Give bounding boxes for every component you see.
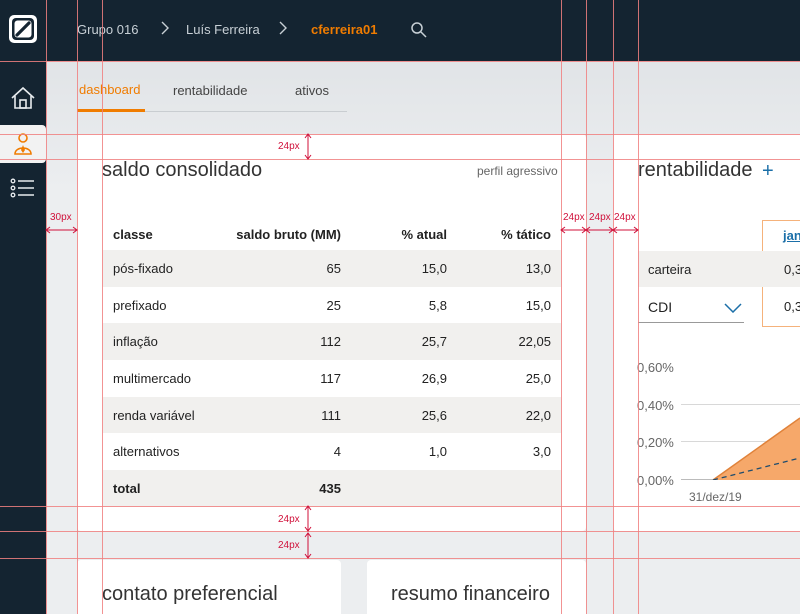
table-cell: 3,0 (532, 444, 551, 460)
table-header-row: classe saldo bruto (MM) % atual % tático (103, 218, 561, 250)
table-cell: 13,0 (457, 250, 561, 287)
logo-icon[interactable] (9, 15, 37, 43)
breadcrumb-client[interactable]: Luís Ferreira (186, 22, 260, 37)
y-tick: 0,20% (637, 435, 674, 450)
table-cell: 25,6 (351, 396, 457, 434)
rentabilidade-row: carteira 0,3 (638, 251, 800, 287)
chevron-down-icon (724, 303, 742, 313)
y-tick: 0,60% (637, 360, 674, 375)
user-icon (14, 133, 32, 155)
table-cell: 25 (326, 297, 341, 313)
table-cell: 1,0 (428, 444, 447, 460)
table-cell: 25,7 (351, 323, 457, 361)
table-row: multimercado 117 26,9 25,0 (103, 360, 561, 397)
column-header: % atual (401, 226, 447, 242)
table-cell: 111 (221, 396, 351, 434)
tab-bar: dashboard rentabilidade ativos (77, 82, 347, 112)
table-cell: renda variável (103, 396, 221, 434)
home-icon (11, 86, 35, 109)
table-row: pós-fixado 65 15,0 13,0 (103, 250, 561, 287)
saldo-title: saldo consolidado (102, 159, 263, 181)
row-value: 0,3 (784, 262, 800, 277)
table-cell (351, 470, 457, 507)
column-header: saldo bruto (MM) (236, 226, 341, 242)
column-header: classe (113, 226, 153, 242)
table-cell: alternativos (113, 444, 180, 460)
table-cell: total (103, 470, 221, 507)
y-tick: 0,40% (637, 398, 674, 413)
breadcrumb-group[interactable]: Grupo 016 (77, 22, 139, 37)
table-cell: 22,05 (457, 323, 561, 361)
dimension-label: 30px (50, 212, 72, 223)
benchmark-select[interactable]: CDI (638, 291, 744, 323)
contato-card (77, 560, 341, 614)
row-value: 0,3 (784, 299, 800, 314)
sidebar-item-home[interactable] (0, 79, 46, 117)
list-icon (10, 178, 34, 198)
table-cell: 26,9 (421, 370, 447, 386)
period-column-link[interactable]: jan (783, 228, 800, 243)
table-total-row: total 435 (103, 470, 561, 507)
dimension-label: 24px (589, 212, 611, 223)
table-cell: prefixado (113, 297, 167, 313)
dimension-label: 24px (278, 540, 300, 551)
profile-label: perfil agressivo (477, 164, 558, 178)
gridline (681, 441, 800, 442)
table-cell: 15,0 (351, 250, 457, 287)
rentabilidade-title: rentabilidade (638, 159, 753, 181)
table-row: alternativos 4 1,0 3,0 (103, 433, 561, 470)
table-cell: 15,0 (525, 297, 551, 313)
resumo-title: resumo financeiro (391, 583, 550, 605)
sidebar-item-menu[interactable] (0, 169, 46, 207)
table-row: renda variável 111 25,6 22,0 (103, 396, 561, 434)
table-cell: 5,8 (428, 297, 447, 313)
table-cell: 117 (320, 370, 341, 386)
gridline (681, 404, 800, 405)
chevron-right-icon (279, 21, 287, 35)
sidebar-item-client[interactable] (0, 125, 46, 163)
resumo-card (367, 560, 586, 614)
guide-line (0, 558, 800, 559)
tab-rentabilidade[interactable]: rentabilidade (173, 83, 248, 98)
carteira-line (712, 417, 800, 480)
table-row: inflação 112 25,7 22,05 (103, 323, 561, 361)
table-cell: 65 (221, 250, 351, 287)
table-cell: 25,0 (525, 370, 551, 386)
table-cell (457, 470, 561, 507)
sidebar (0, 61, 46, 614)
table-cell: pós-fixado (103, 250, 221, 287)
rentabilidade-chart (712, 417, 800, 480)
row-label: carteira (648, 262, 692, 277)
table-row: prefixado 25 5,8 15,0 (103, 287, 561, 324)
x-tick: 31/dez/19 (689, 490, 742, 504)
chevron-right-icon (161, 21, 169, 35)
contato-title: contato preferencial (102, 583, 278, 605)
active-tab-indicator (77, 109, 145, 112)
cdi-line (712, 457, 800, 480)
table-cell: 112 (221, 323, 351, 361)
tab-dashboard[interactable]: dashboard (79, 82, 141, 97)
y-tick: 0,00% (637, 473, 674, 488)
search-icon[interactable] (410, 21, 428, 39)
benchmark-select-value: CDI (648, 299, 673, 315)
table-cell: inflação (103, 323, 221, 361)
guide-line (0, 531, 800, 532)
table-cell: 435 (221, 470, 351, 507)
column-header: % tático (501, 226, 551, 242)
add-button[interactable]: + (762, 160, 774, 182)
table-cell: 4 (333, 444, 341, 460)
rentabilidade-row: 0,3 (638, 288, 800, 324)
tab-ativos[interactable]: ativos (295, 83, 329, 98)
saldo-table: classe saldo bruto (MM) % atual % tático… (103, 218, 561, 507)
table-cell: 22,0 (457, 396, 561, 434)
breadcrumb-account[interactable]: cferreira01 (311, 22, 378, 37)
table-cell: multimercado (113, 370, 192, 386)
top-bar: Grupo 016 Luís Ferreira cferreira01 (0, 0, 800, 61)
